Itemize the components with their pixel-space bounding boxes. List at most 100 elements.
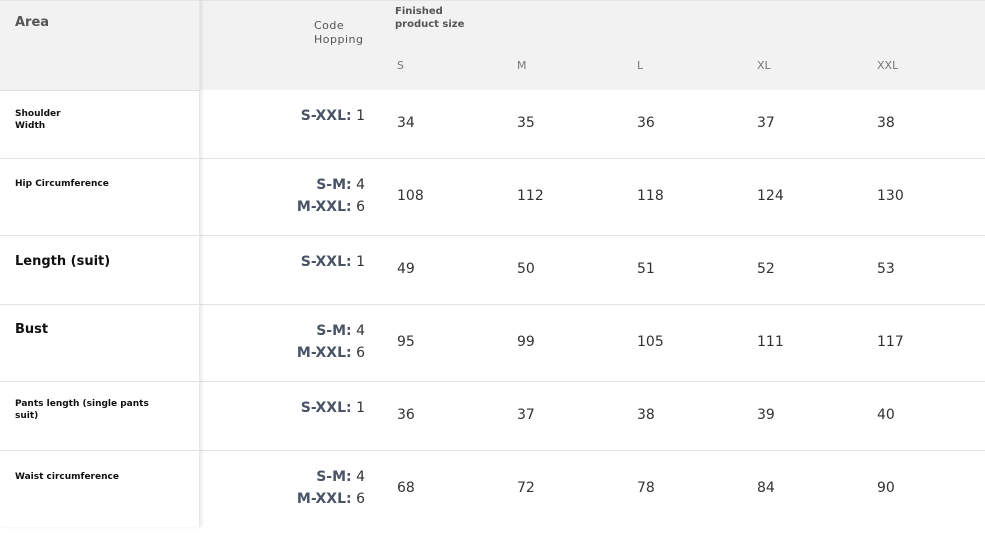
size-value-cell: 50 [517, 260, 535, 277]
size-value-cell: 108 [397, 187, 424, 204]
row-label-line: Shoulder [15, 109, 61, 119]
size-value-cell: 84 [757, 479, 775, 496]
code-hopping-cell: S-M: 4 M-XXL: 6 [297, 466, 365, 510]
row-divider [0, 450, 985, 451]
row-divider [0, 381, 985, 382]
code-range: M-XXL: [296, 345, 352, 361]
size-value-cell: 38 [637, 406, 655, 423]
code-range: S-M: [316, 323, 352, 339]
size-value-cell: 130 [877, 187, 904, 204]
label-row-divider [0, 304, 199, 305]
area-header: Area [15, 15, 50, 30]
label-row-divider [0, 235, 199, 236]
size-value-cell: 35 [517, 114, 535, 131]
code-hopping-line: S-M: 4 [297, 466, 365, 488]
row-label: Length (suit) [15, 254, 110, 270]
row-label-line: Length (suit) [15, 254, 111, 269]
code-range: M-XXL: [296, 199, 352, 215]
size-header-4: XXL [877, 59, 899, 72]
size-value-cell: 90 [877, 479, 895, 496]
size-value-cell: 118 [637, 187, 664, 204]
size-value-cell: 40 [877, 406, 895, 423]
size-value-cell: 39 [757, 406, 775, 423]
size-value-cell: 68 [397, 479, 415, 496]
code-hopping-line: M-XXL: 6 [297, 196, 365, 218]
row-label-line: Waist circumference [15, 472, 119, 482]
code-range: S-XXL: [300, 254, 352, 270]
row-label: Pants length (single pants suit) [15, 398, 149, 422]
size-value-cell: 124 [757, 187, 784, 204]
size-value-cell: 112 [517, 187, 544, 204]
finished-product-size-header-line-2: product size [395, 19, 465, 30]
code-step: 4 [356, 177, 365, 193]
row-label-line: Bust [15, 322, 49, 337]
size-value-cell: 53 [877, 260, 895, 277]
code-hopping-line: S-XXL: 1 [301, 251, 365, 273]
size-value-cell: 99 [517, 333, 535, 350]
size-value-cell: 37 [757, 114, 775, 131]
size-header-3: XL [757, 59, 771, 72]
code-range: S-M: [316, 469, 352, 485]
code-range: M-XXL: [296, 491, 352, 507]
row-divider [0, 304, 985, 305]
size-header-0: S [397, 59, 404, 72]
row-label-line: suit) [15, 411, 39, 421]
code-range: S-M: [316, 177, 352, 193]
finished-product-size-header-line-1: Finished [395, 6, 443, 17]
code-step: 1 [356, 400, 365, 416]
size-value-cell: 111 [757, 333, 784, 350]
code-hopping-cell: S-XXL: 1 [301, 105, 365, 127]
size-value-cell: 95 [397, 333, 415, 350]
row-label: Waist circumference [15, 471, 119, 483]
code-hopping-cell: S-XXL: 1 [301, 251, 365, 273]
label-row-divider [0, 158, 199, 159]
code-hopping-cell: S-M: 4 M-XXL: 6 [297, 174, 365, 218]
code-hopping-line: S-XXL: 1 [301, 397, 365, 419]
size-value-cell: 117 [877, 333, 904, 350]
code-hopping-line: S-XXL: 1 [301, 105, 365, 127]
finished-product-size-header: Finished product size [395, 5, 464, 31]
size-value-cell: 49 [397, 260, 415, 277]
code-step: 4 [356, 323, 365, 339]
code-step: 6 [356, 345, 365, 361]
size-value-cell: 52 [757, 260, 775, 277]
code-hopping-line: S-M: 4 [297, 320, 365, 342]
size-value-cell: 34 [397, 114, 415, 131]
code-hopping-line: S-M: 4 [297, 174, 365, 196]
size-value-cell: 78 [637, 479, 655, 496]
size-chart-table: Code Hopping Finished product size S M L XL… [0, 0, 985, 527]
size-value-cell: 72 [517, 479, 535, 496]
label-row-divider [0, 450, 199, 451]
code-step: 1 [356, 108, 365, 124]
code-hopping-cell: S-M: 4 M-XXL: 6 [297, 320, 365, 364]
size-value-cell: 36 [397, 406, 415, 423]
code-hopping-header: Code Hopping [314, 19, 363, 47]
row-label-line: Hip Circumference [15, 179, 109, 189]
size-header-2: L [637, 59, 644, 72]
size-value-cell: 38 [877, 114, 895, 131]
code-step: 6 [356, 199, 365, 215]
code-hopping-header-line-2: Hopping [314, 33, 364, 46]
row-label-line: Pants length (single pants [15, 399, 149, 409]
label-row-divider [0, 381, 199, 382]
code-hopping-header-line-1: Code [314, 19, 345, 32]
code-hopping-cell: S-XXL: 1 [301, 397, 365, 419]
code-step: 1 [356, 254, 365, 270]
code-range: S-XXL: [300, 108, 352, 124]
code-step: 4 [356, 469, 365, 485]
code-step: 6 [356, 491, 365, 507]
size-header-1: M [517, 59, 527, 72]
row-label: Shoulder Width [15, 108, 61, 132]
row-divider [0, 158, 985, 159]
size-value-cell: 37 [517, 406, 535, 423]
code-range: S-XXL: [300, 400, 352, 416]
area-header-cell: Area [0, 0, 199, 91]
size-value-cell: 51 [637, 260, 655, 277]
row-label: Bust [15, 322, 48, 338]
size-value-cell: 36 [637, 114, 655, 131]
row-label: Hip Circumference [15, 178, 109, 190]
code-hopping-line: M-XXL: 6 [297, 488, 365, 510]
row-divider [0, 235, 985, 236]
area-label-column: Area Shoulder Width Hip Circumference Lengt… [0, 0, 200, 527]
code-hopping-line: M-XXL: 6 [297, 342, 365, 364]
